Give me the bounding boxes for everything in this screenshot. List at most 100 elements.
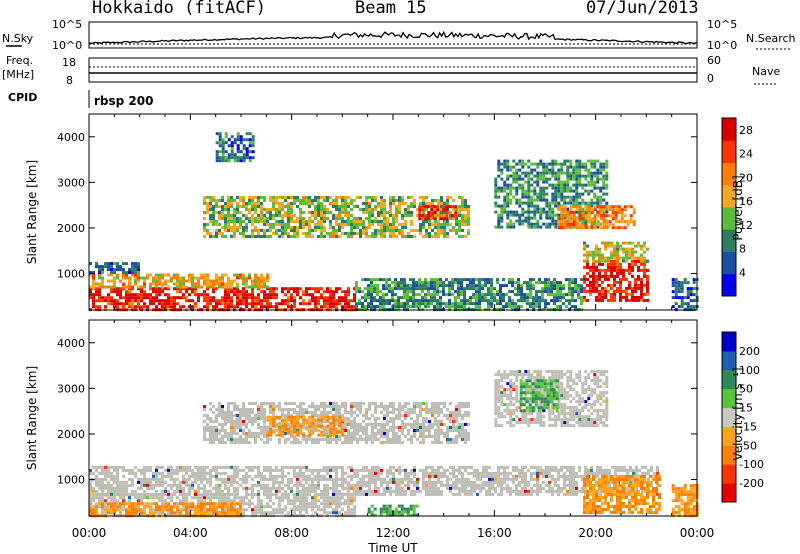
velocity-cell bbox=[317, 480, 320, 484]
power-cell bbox=[382, 302, 385, 306]
velocity-cell bbox=[113, 496, 116, 500]
power-cell bbox=[436, 290, 439, 294]
velocity-cell bbox=[152, 474, 155, 478]
power-cell bbox=[437, 223, 440, 226]
power-cell bbox=[557, 213, 561, 217]
power-cell bbox=[610, 283, 613, 287]
power-cell bbox=[599, 177, 603, 181]
power-cell bbox=[593, 214, 597, 218]
power-cell bbox=[206, 273, 209, 277]
velocity-cell bbox=[371, 465, 374, 469]
power-cell bbox=[418, 287, 421, 291]
power-cell bbox=[203, 226, 206, 229]
velocity-cell bbox=[356, 489, 359, 493]
power-cell bbox=[344, 196, 347, 199]
power-cell bbox=[575, 223, 579, 227]
velocity-cell bbox=[278, 502, 281, 506]
power-cell bbox=[101, 265, 104, 269]
power-cell bbox=[239, 273, 242, 277]
power-cell bbox=[338, 226, 341, 229]
power-cell bbox=[392, 229, 395, 232]
velocity-cell bbox=[233, 499, 236, 503]
power-cell bbox=[385, 293, 388, 297]
velocity-cell bbox=[437, 477, 440, 481]
power-cell bbox=[176, 296, 179, 300]
power-cell bbox=[646, 292, 649, 296]
power-cell bbox=[272, 196, 275, 199]
power-cell bbox=[539, 198, 543, 202]
power-cell bbox=[560, 211, 564, 215]
power-cell bbox=[529, 281, 532, 285]
velocity-cell bbox=[314, 483, 317, 487]
power-cell bbox=[448, 287, 451, 291]
power-cell bbox=[590, 198, 594, 202]
power-cell bbox=[215, 235, 218, 238]
power-cell bbox=[140, 299, 143, 303]
power-cell bbox=[454, 290, 457, 294]
power-cell bbox=[604, 259, 607, 263]
velocity-cell bbox=[434, 492, 437, 496]
velocity-cell bbox=[359, 486, 362, 490]
velocity-cell bbox=[173, 468, 176, 472]
power-cell bbox=[89, 285, 92, 289]
power-cell bbox=[424, 281, 427, 285]
power-cell bbox=[596, 205, 600, 209]
power-cell bbox=[155, 296, 158, 300]
power-cell bbox=[359, 232, 362, 235]
power-cell bbox=[559, 281, 562, 285]
power-cell bbox=[436, 299, 439, 303]
power-cell bbox=[622, 256, 625, 260]
power-cell bbox=[116, 273, 119, 277]
velocity-cell bbox=[221, 502, 224, 506]
velocity-cell bbox=[461, 483, 464, 487]
power-cell bbox=[430, 208, 434, 212]
velocity-cell bbox=[263, 465, 266, 469]
power-cell bbox=[628, 286, 631, 290]
power-cell bbox=[674, 284, 678, 288]
power-cell bbox=[365, 226, 368, 229]
power-cell bbox=[601, 256, 604, 260]
velocity-cell bbox=[92, 493, 95, 497]
power-cell bbox=[602, 186, 606, 190]
velocity-cell bbox=[251, 496, 254, 500]
velocity-cell bbox=[296, 480, 299, 484]
power-cell bbox=[251, 282, 254, 286]
power-cell bbox=[454, 296, 457, 300]
power-cell bbox=[388, 284, 391, 288]
velocity-cell bbox=[194, 496, 197, 500]
velocity-cell bbox=[242, 511, 245, 515]
power-cell bbox=[320, 223, 323, 226]
power-cell bbox=[563, 195, 567, 199]
power-cell bbox=[601, 241, 604, 245]
power-cell bbox=[257, 229, 260, 232]
power-cell bbox=[599, 168, 603, 172]
power-cell bbox=[566, 195, 570, 199]
power-cell bbox=[314, 226, 317, 229]
velocity-cell bbox=[302, 489, 305, 493]
power-cell bbox=[692, 299, 696, 303]
velocity-cell bbox=[110, 511, 113, 515]
power-cell bbox=[602, 223, 606, 227]
velocity-cell bbox=[467, 477, 470, 481]
velocity-cell bbox=[104, 499, 107, 503]
power-cell bbox=[457, 302, 460, 306]
power-cell bbox=[185, 290, 188, 294]
power-cell bbox=[458, 196, 461, 199]
velocity-cell bbox=[221, 492, 224, 496]
power-cell bbox=[551, 162, 555, 166]
power-cell bbox=[439, 290, 442, 294]
power-cell bbox=[385, 287, 388, 291]
velocity-cell bbox=[233, 474, 236, 478]
power-cell bbox=[206, 276, 209, 280]
velocity-cell bbox=[236, 486, 239, 490]
velocity-cell bbox=[185, 480, 188, 484]
velocity-cell bbox=[464, 492, 467, 496]
velocity-cell bbox=[122, 486, 125, 490]
velocity-cell bbox=[89, 492, 92, 496]
power-cell bbox=[245, 217, 248, 220]
velocity-cell bbox=[299, 474, 302, 478]
power-cell bbox=[598, 250, 601, 254]
power-cell bbox=[179, 287, 182, 291]
power-cell bbox=[490, 281, 493, 285]
power-cell bbox=[572, 225, 576, 229]
